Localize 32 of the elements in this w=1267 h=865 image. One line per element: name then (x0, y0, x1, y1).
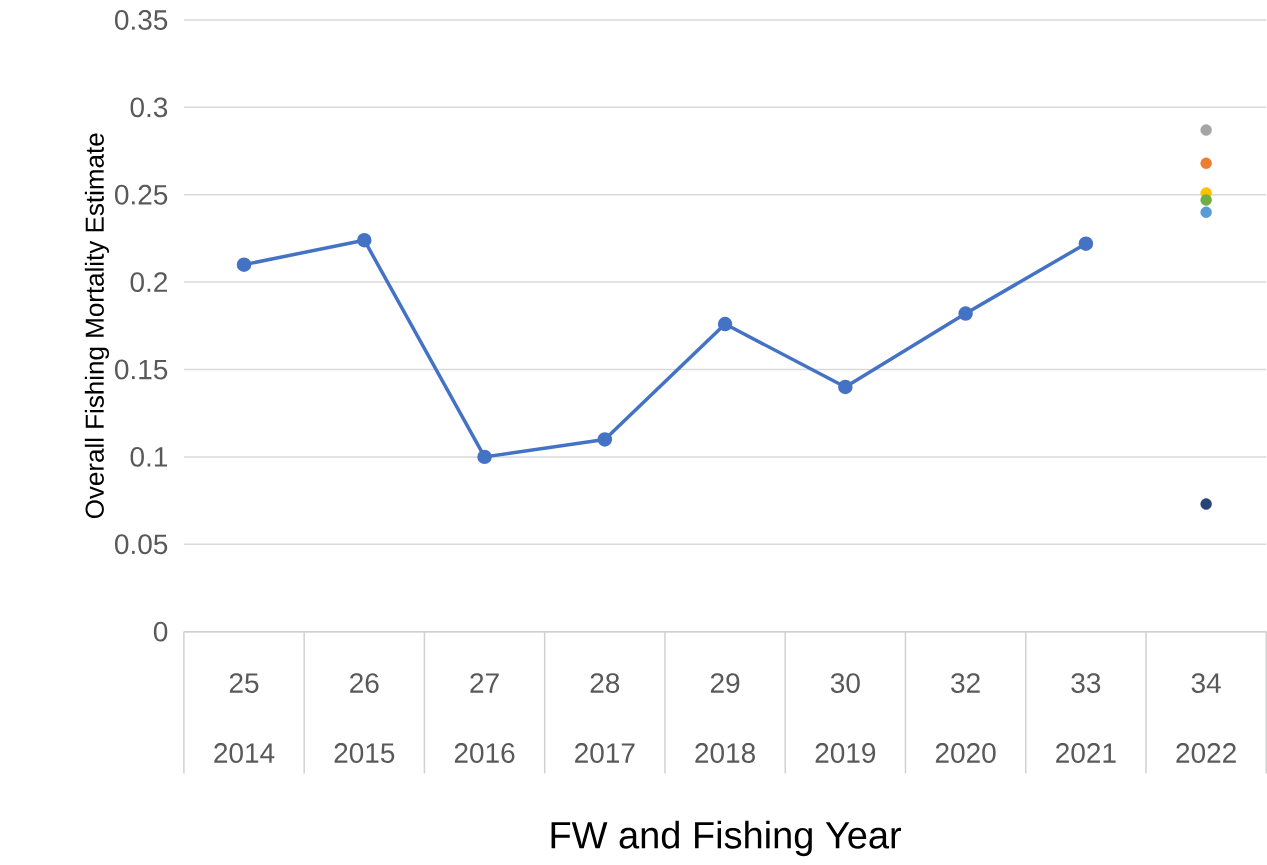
y-tick-label: 0.35 (115, 10, 168, 31)
category-label: 32 2020 (935, 673, 996, 764)
y-tick-label: 0.25 (115, 185, 168, 205)
point (1200, 498, 1212, 511)
category-label: 30 2019 (815, 673, 876, 764)
point (838, 379, 853, 395)
point (357, 233, 372, 248)
point (1078, 236, 1094, 252)
y-tick-label: 0.15 (115, 359, 168, 380)
point (477, 449, 492, 465)
point (1200, 206, 1212, 219)
category-label: 33 2021 (1056, 673, 1116, 764)
point (1200, 194, 1212, 206)
y-tick-label: 0.05 (115, 534, 168, 555)
point (958, 306, 973, 322)
point (1200, 157, 1212, 170)
point (717, 317, 733, 332)
y-axis-title: Overall Fishing Mortality Estimate (84, 133, 110, 519)
category-label: 27 2016 (454, 673, 515, 764)
x-axis-title: FW and Fishing Year (551, 821, 902, 857)
category-label: 29 2018 (695, 673, 755, 764)
category-label: 34 2022 (1176, 673, 1236, 764)
point (236, 257, 252, 273)
point (597, 432, 613, 447)
category-label: 26 2015 (334, 673, 395, 764)
category-label: 28 2017 (575, 673, 635, 764)
y-tick-label: 0.2 (130, 272, 167, 293)
y-tick-label: 0 (153, 621, 168, 642)
y-tick-label: 0.1 (130, 447, 168, 468)
y-tick-label: 0.3 (130, 97, 168, 118)
category-label: 25 2014 (214, 673, 275, 764)
point (1200, 124, 1212, 137)
